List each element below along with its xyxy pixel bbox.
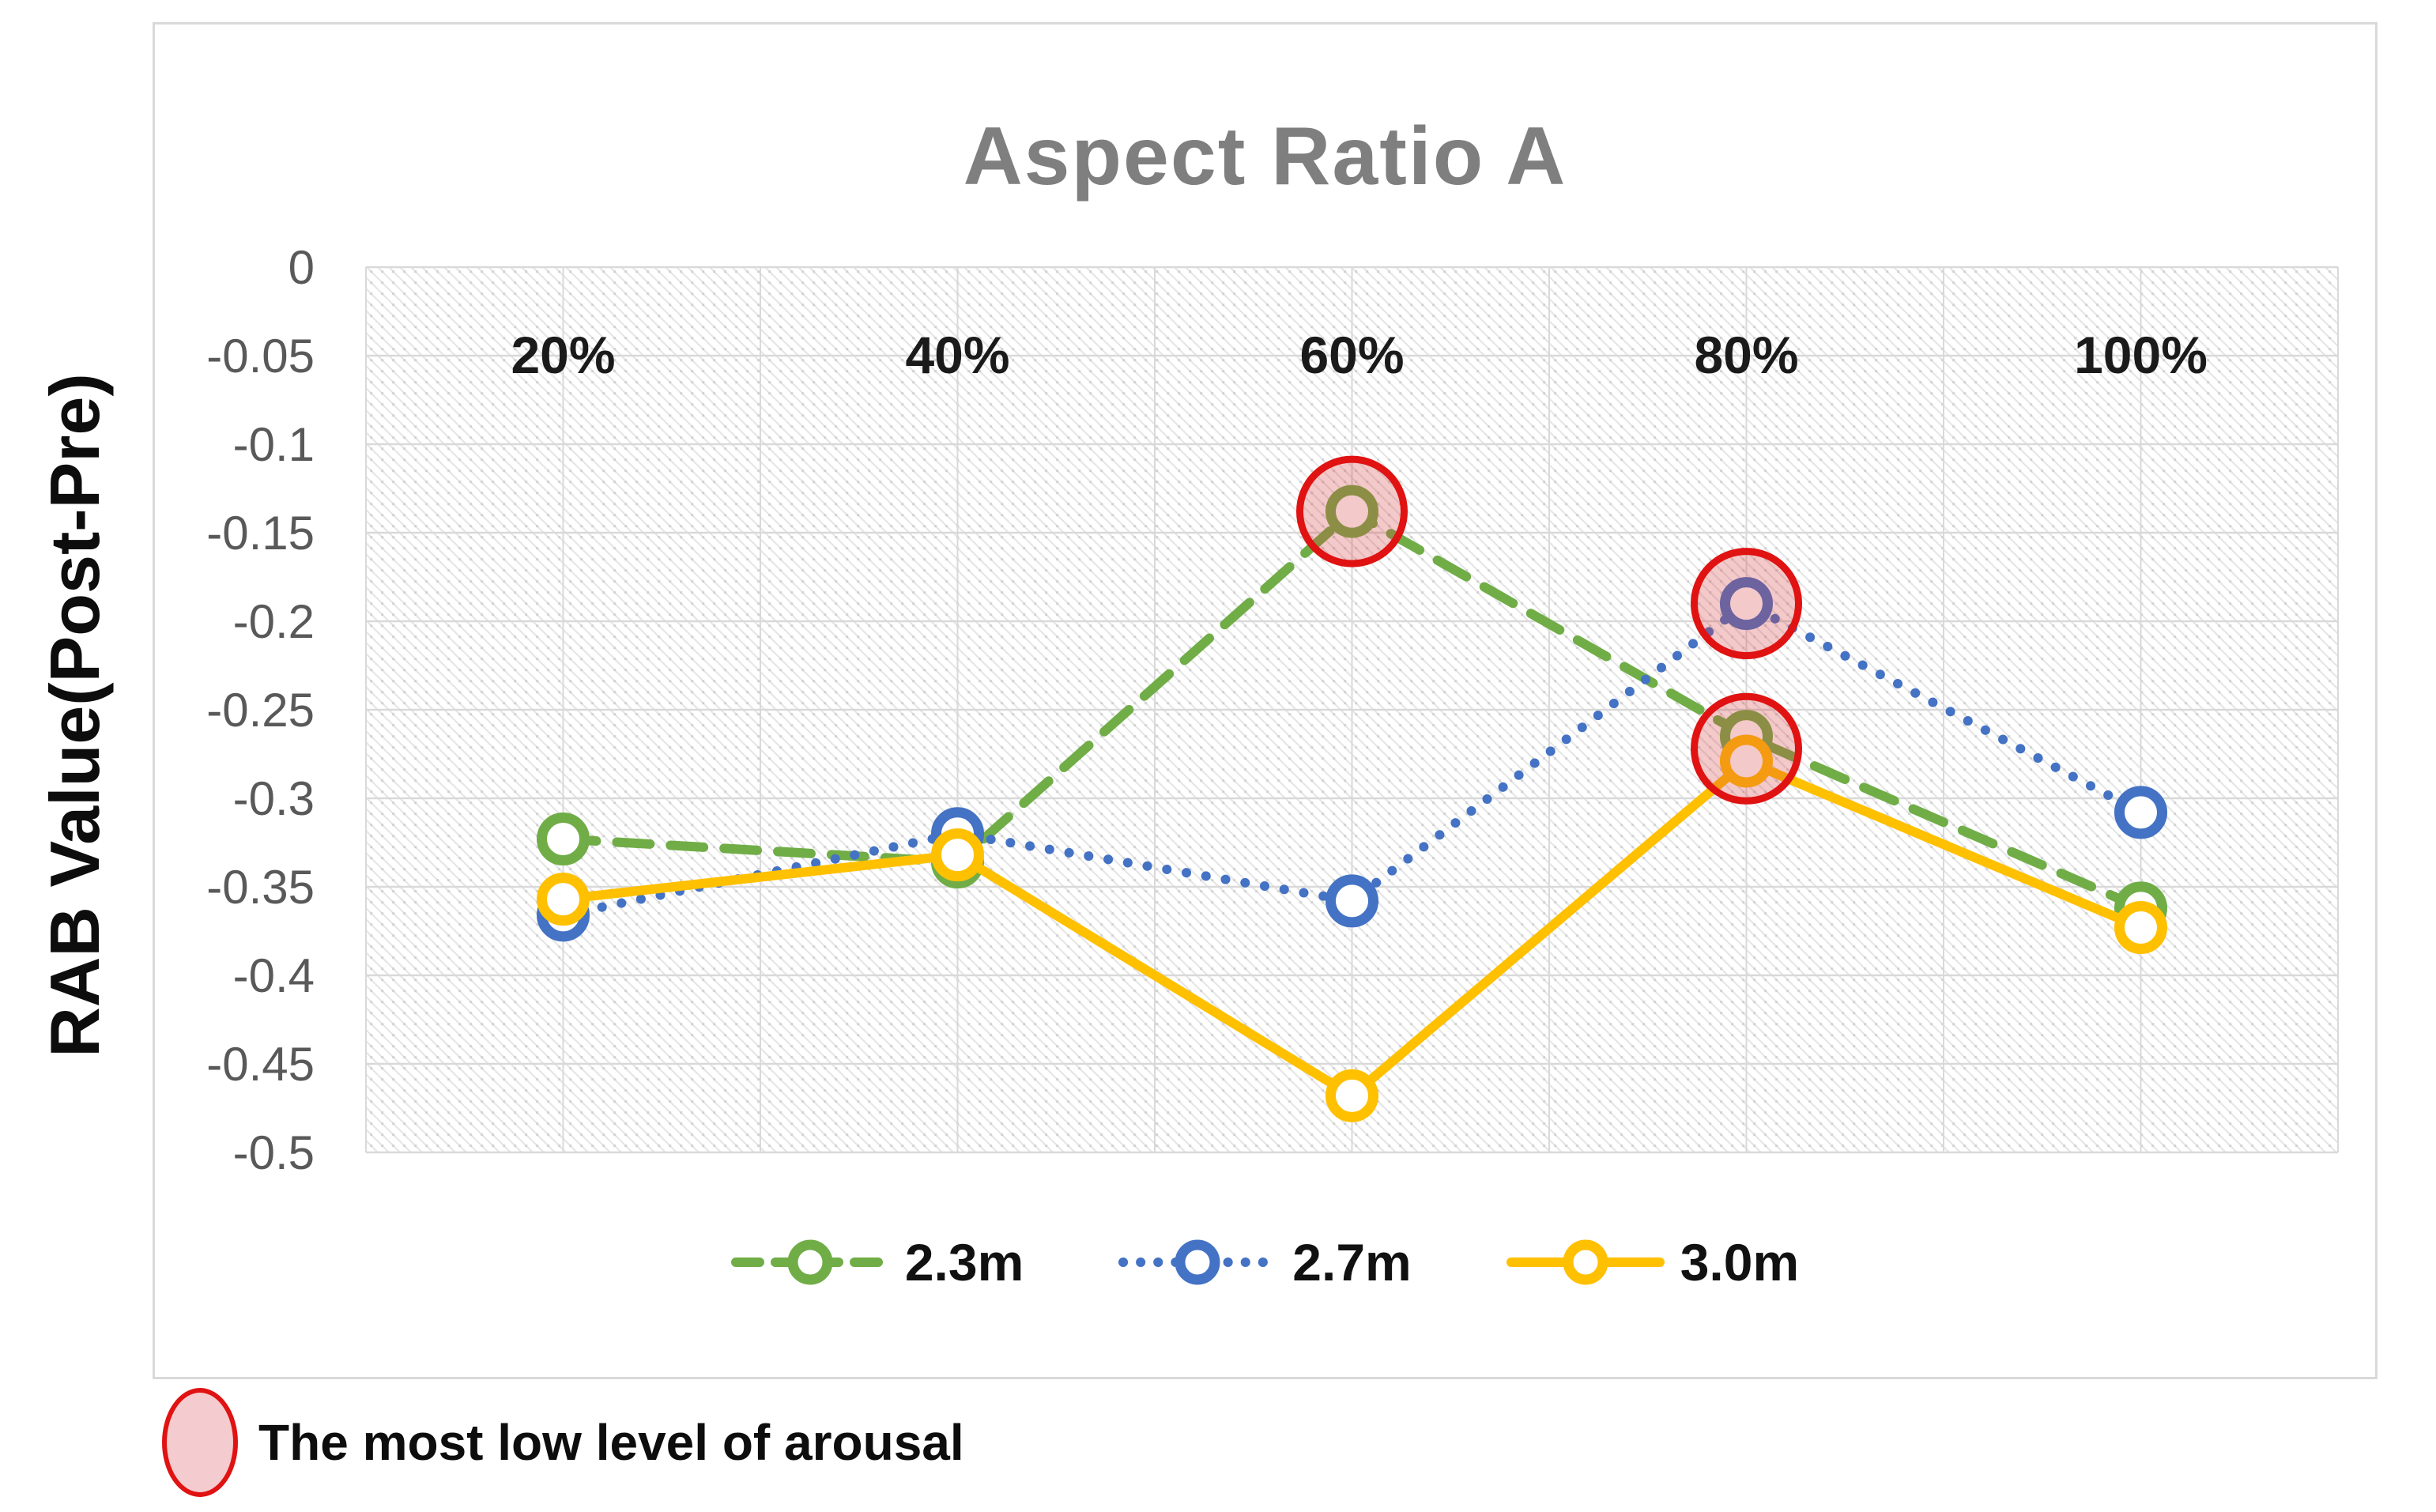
y-tick-label: -0.4 (233, 949, 315, 1002)
marker-2.7m-60% (1325, 874, 1378, 928)
marker-2.7m-100% (2114, 786, 2167, 839)
series-line-2.7m (558, 598, 2146, 920)
y-tick-label: -0.45 (206, 1038, 315, 1091)
highlight-circle-2.7m-80% (1691, 548, 1802, 660)
marker-3.0m-100% (2114, 901, 2167, 955)
legend-label-3.0m: 3.0m (1680, 1233, 1800, 1291)
highlight-key-label: The most low level of arousal (258, 1414, 964, 1471)
marker-2.7m-80% (1720, 577, 1773, 631)
highlight-circle-2.3m-60% (1296, 455, 1408, 567)
x-category-label: 80% (1694, 326, 1798, 384)
legend-label-2.7m: 2.7m (1292, 1233, 1412, 1291)
marker-3.0m-20% (537, 873, 590, 926)
highlight-ellipse-icon (162, 1388, 238, 1497)
marker-3.0m-40% (931, 828, 984, 882)
y-tick-label: -0.5 (233, 1126, 315, 1179)
marker-2.3m-60% (1325, 485, 1378, 538)
chart-title: Aspect Ratio A (963, 111, 1567, 202)
legend-item-2.7m: 2.7m (1118, 1232, 1412, 1292)
highlight-key: The most low level of arousal (162, 1388, 964, 1497)
legend-marker-3.0m-icon (1506, 1239, 1665, 1285)
y-tick-label: -0.05 (206, 330, 315, 383)
legend-marker-2.3m-icon (730, 1239, 889, 1285)
legend: 2.3m 2.7m 3.0m (155, 1232, 2375, 1292)
marker-3.0m-80% (1720, 734, 1773, 788)
y-tick-label: -0.15 (206, 507, 315, 560)
legend-item-3.0m: 3.0m (1506, 1232, 1799, 1292)
legend-label-2.3m: 2.3m (904, 1233, 1024, 1291)
y-tick-label: -0.2 (233, 595, 315, 648)
y-tick-label: -0.3 (233, 772, 315, 825)
highlight-circle-3.0m-80% (1691, 692, 1802, 805)
y-tick-label: 0 (288, 241, 315, 294)
x-category-label: 60% (1299, 326, 1404, 384)
x-category-label: 40% (905, 326, 1009, 384)
y-tick-label: -0.25 (206, 684, 315, 737)
marker-3.0m-60% (1325, 1069, 1378, 1122)
marker-2.3m-20% (537, 813, 590, 866)
y-tick-label: -0.35 (206, 861, 315, 914)
x-category-label: 20% (511, 326, 615, 384)
legend-item-2.3m: 2.3m (730, 1232, 1024, 1292)
legend-marker-2.7m-icon (1118, 1239, 1277, 1285)
y-tick-label: -0.1 (233, 418, 315, 471)
x-category-label: 100% (2074, 326, 2208, 384)
